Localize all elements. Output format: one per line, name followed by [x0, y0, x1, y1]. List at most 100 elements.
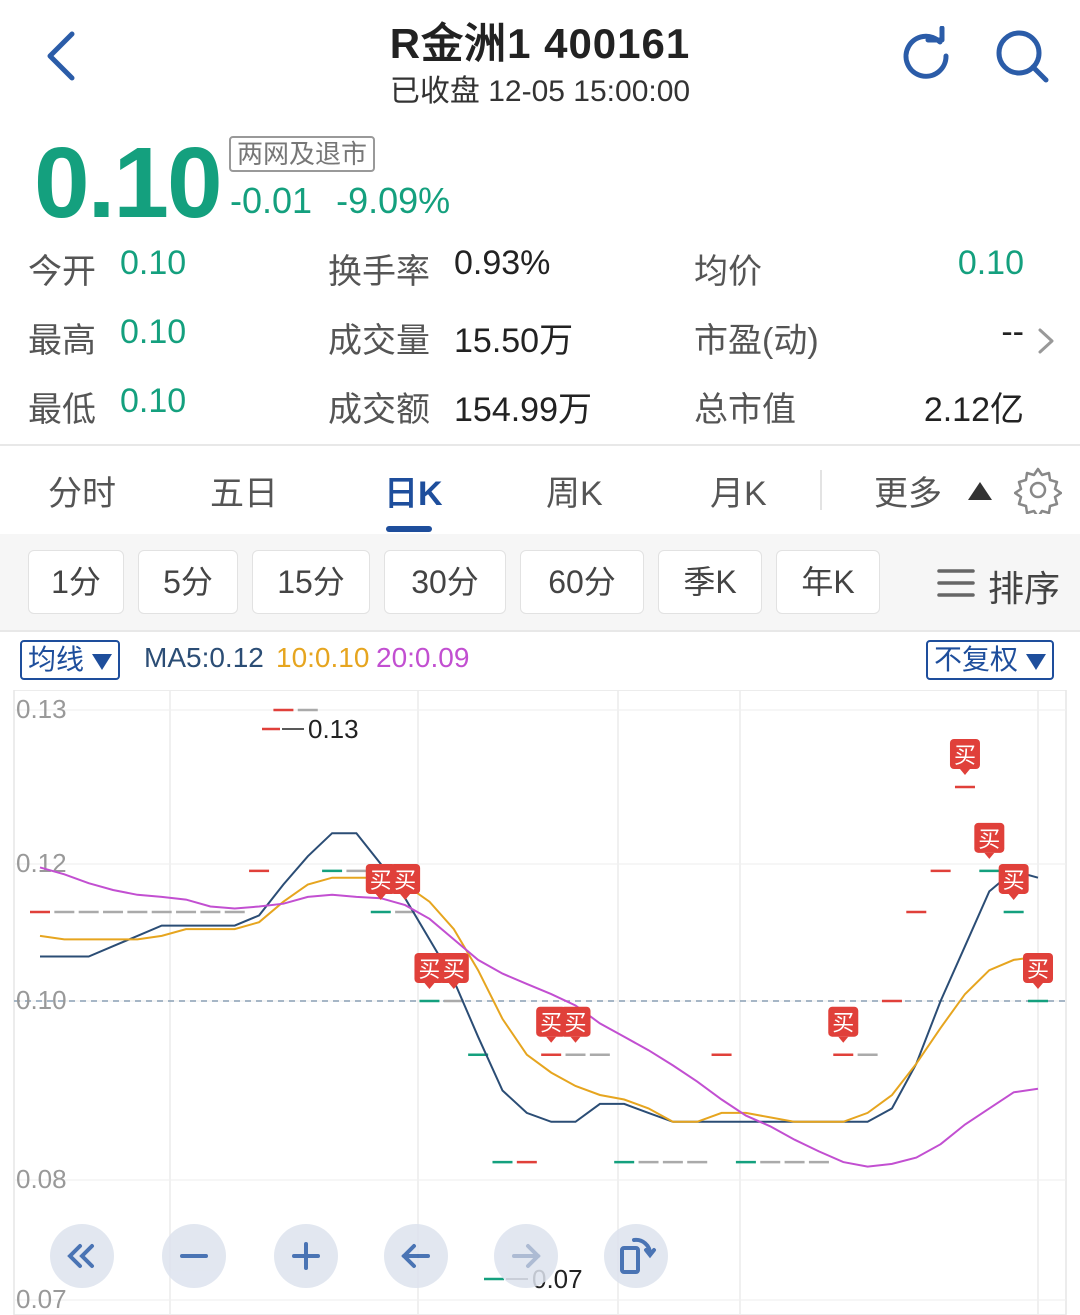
buy-marker-pointer	[1008, 893, 1019, 900]
ma-line-ma20	[39, 866, 1039, 1168]
ma10-value: 10:0.10	[276, 642, 370, 673]
ma20-value: 20:0.09	[376, 642, 470, 673]
buy-marker	[974, 822, 1005, 853]
tab-separator	[820, 470, 822, 510]
stat-value-volume: 15.50万	[454, 322, 574, 360]
adjust-dropdown-label: 不复权	[934, 644, 1019, 675]
period-30min[interactable]: 30分	[384, 550, 506, 614]
tab-weekly-k[interactable]: 周K	[546, 475, 603, 513]
period-year-k[interactable]: 年K	[776, 550, 880, 614]
buy-marker-label: 买	[443, 958, 465, 983]
buy-marker-label: 买	[1027, 958, 1049, 983]
back-arrow-icon[interactable]	[40, 28, 84, 84]
stat-value-low: 0.10	[120, 382, 187, 420]
period-1min[interactable]: 1分	[28, 550, 124, 614]
rotate-screen-button[interactable]	[604, 1224, 668, 1288]
scroll-left-button[interactable]	[384, 1224, 448, 1288]
dropdown-triangle-icon	[1026, 653, 1047, 670]
stat-value-open: 0.10	[120, 244, 187, 282]
stat-label-avg: 均价	[694, 253, 762, 291]
buy-marker	[828, 1006, 859, 1037]
y-tick-label: 0.13	[16, 694, 67, 724]
stat-value-turnover: 0.93%	[454, 244, 551, 282]
stat-label-low: 最低	[28, 391, 96, 429]
search-icon[interactable]	[992, 26, 1052, 86]
divider	[0, 630, 1080, 632]
divider	[0, 444, 1080, 446]
menu-lines-icon[interactable]	[936, 566, 976, 600]
buy-marker-pointer	[448, 983, 459, 989]
buy-marker	[1023, 953, 1053, 983]
gear-icon[interactable]	[1014, 466, 1062, 514]
buy-marker-pointer	[375, 893, 386, 900]
minus-icon	[180, 1254, 208, 1258]
ma-line-ma10	[39, 876, 1039, 1123]
tab-five-day[interactable]: 五日	[210, 475, 278, 513]
y-tick-label: 0.07	[16, 1284, 67, 1314]
plus-icon	[292, 1242, 320, 1270]
stat-label-pe: 市盈(动)	[694, 322, 819, 360]
buy-marker	[438, 953, 469, 983]
chart-tabs: 分时 五日 日K 周K 月K 更多	[0, 448, 1080, 532]
chart-frame	[13, 690, 1067, 1315]
buy-marker-pointer	[959, 769, 970, 775]
stock-title: R金洲1 400161	[389, 20, 691, 67]
buy-marker	[998, 863, 1029, 894]
buy-marker-pointer	[838, 1036, 849, 1043]
buy-marker-label: 买	[1003, 869, 1025, 894]
buy-marker-pointer	[570, 1036, 581, 1043]
chevron-right-icon[interactable]	[1036, 326, 1056, 356]
change-percent: -9.09%	[336, 180, 451, 221]
buy-marker	[949, 739, 980, 769]
market-tag: 两网及退市	[229, 136, 376, 172]
stat-value-high: 0.10	[120, 313, 187, 351]
buy-marker-pointer	[400, 893, 411, 900]
buy-marker-pointer	[546, 1036, 557, 1043]
ma-line-ma5	[40, 832, 1039, 1123]
triangle-up-icon[interactable]	[968, 482, 992, 500]
rotate-icon	[620, 1237, 656, 1274]
zoom-out-button[interactable]	[162, 1224, 226, 1288]
tab-daily-k[interactable]: 日K	[384, 475, 443, 513]
tab-intraday[interactable]: 分时	[48, 475, 116, 513]
period-5min[interactable]: 5分	[138, 550, 238, 614]
change-amount: -0.01	[230, 180, 313, 221]
ma-dropdown[interactable]: 均线	[20, 640, 121, 680]
tab-more[interactable]: 更多	[874, 475, 942, 513]
zoom-in-button[interactable]	[274, 1224, 338, 1288]
adjust-dropdown[interactable]: 不复权	[926, 640, 1055, 680]
buy-marker	[390, 863, 421, 894]
top-bar: R金洲1 400161 已收盘 12-05 15:00:00	[0, 0, 1080, 120]
max-price-label: 0.13	[308, 714, 359, 744]
buy-marker	[365, 863, 396, 894]
stat-value-pe: --	[1001, 313, 1024, 351]
buy-marker-label: 买	[370, 869, 392, 894]
buy-marker-pointer	[984, 852, 995, 859]
tab-monthly-k[interactable]: 月K	[710, 475, 767, 513]
stat-value-amount: 154.99万	[454, 391, 592, 429]
refresh-icon[interactable]	[898, 26, 958, 86]
period-60min[interactable]: 60分	[520, 550, 644, 614]
buy-marker	[536, 1006, 567, 1037]
current-price: 0.10	[34, 127, 223, 239]
stat-value-avg: 0.10	[957, 244, 1024, 282]
period-quarter-k[interactable]: 季K	[658, 550, 762, 614]
buy-marker-pointer	[424, 983, 435, 989]
stat-label-high: 最高	[28, 322, 96, 360]
stat-label-market-cap: 总市值	[694, 391, 796, 429]
stat-label-volume: 成交量	[328, 322, 430, 360]
period-15min[interactable]: 15分	[252, 550, 370, 614]
stat-label-open: 今开	[28, 253, 96, 291]
price-change: -0.01 -9.09%	[230, 180, 450, 222]
arrow-right-icon	[512, 1244, 541, 1268]
ma-dropdown-label: 均线	[28, 644, 85, 675]
buy-marker-label: 买	[565, 1012, 587, 1037]
sort-button[interactable]: 排序	[988, 568, 1061, 609]
scroll-left-fast-button[interactable]	[50, 1224, 114, 1288]
market-status: 已收盘 12-05 15:00:00	[389, 75, 691, 108]
ma5-value: MA5:0.12	[144, 642, 264, 673]
kline-chart[interactable]: 0.130.120.100.080.07买 买买 买买买买买买买买0.130.07	[0, 690, 1080, 1315]
buy-marker-label: 买	[394, 869, 416, 894]
scroll-right-button[interactable]	[494, 1224, 558, 1288]
buy-marker-label: 买	[832, 1012, 854, 1037]
